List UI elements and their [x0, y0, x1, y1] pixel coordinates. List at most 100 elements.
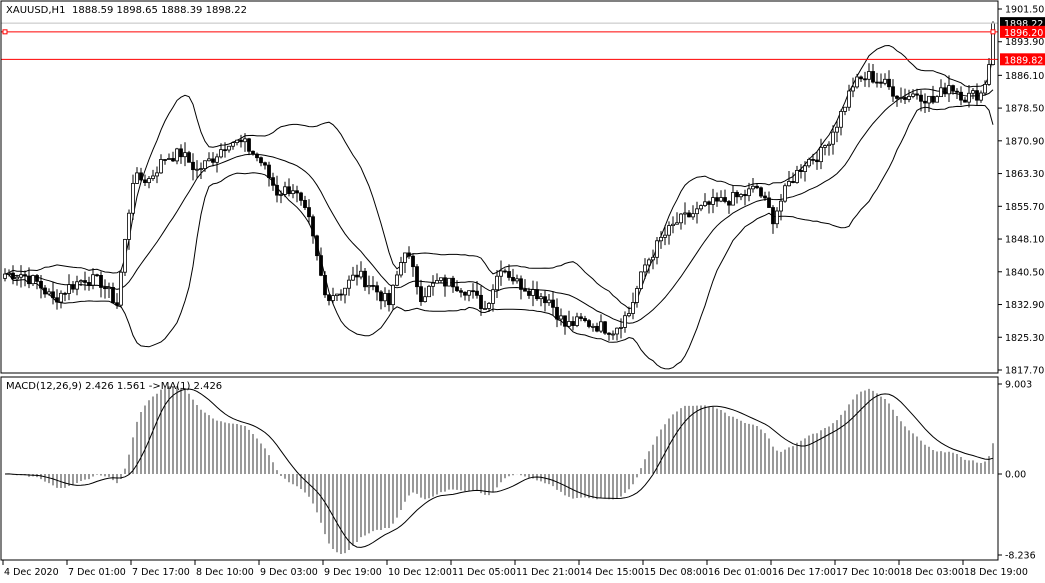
candle: [575, 316, 579, 326]
candle: [667, 225, 671, 236]
candle: [931, 95, 935, 103]
candle: [375, 285, 379, 293]
candle: [295, 190, 299, 194]
candle: [367, 285, 371, 288]
candle: [611, 333, 615, 336]
price-tick-label: 1825.30: [1005, 333, 1044, 344]
time-tick-label: 9 Dec 19:00: [324, 567, 382, 578]
candle: [451, 277, 455, 288]
candle: [115, 302, 119, 306]
candle: [651, 256, 655, 261]
candle: [703, 201, 707, 207]
time-tick-label: 16 Dec 01:00: [708, 567, 772, 578]
candle: [763, 195, 767, 199]
candle: [811, 159, 815, 161]
time-tick-label: 16 Dec 17:00: [772, 567, 836, 578]
candle: [419, 286, 423, 303]
candle: [155, 172, 159, 177]
candle: [279, 194, 283, 196]
price-panel[interactable]: [1, 21, 998, 370]
candle: [827, 143, 831, 146]
candle: [267, 164, 271, 179]
candle: [59, 292, 63, 303]
price-label-level-1: 1896.20: [1004, 28, 1043, 39]
candle: [187, 152, 191, 163]
candle: [139, 172, 143, 181]
symbol-timeframe: XAUUSD,H1: [6, 5, 65, 16]
price-label-box: [1000, 53, 1045, 66]
candle: [439, 277, 443, 281]
candle: [727, 201, 731, 206]
candle: [871, 71, 875, 83]
candle: [275, 184, 279, 196]
candle: [767, 197, 771, 208]
candle: [19, 274, 23, 278]
candle: [151, 175, 155, 179]
candle: [35, 275, 39, 282]
candle: [339, 293, 343, 296]
time-tick-label: 15 Dec 08:00: [644, 567, 708, 578]
candle: [199, 168, 203, 170]
candle: [551, 299, 555, 308]
candle: [623, 315, 627, 328]
candle: [459, 290, 463, 293]
candle: [23, 274, 27, 277]
candle: [259, 157, 263, 164]
candle: [303, 199, 307, 208]
macd-panel[interactable]: [4, 386, 994, 554]
price-tick-label: 1893.90: [1005, 37, 1044, 48]
candle: [307, 207, 311, 218]
candle: [975, 90, 979, 101]
candle: [503, 270, 507, 273]
candle: [135, 172, 139, 184]
candle: [963, 99, 967, 103]
candle: [563, 315, 567, 327]
candle: [859, 76, 863, 80]
candle: [967, 92, 971, 103]
candle: [55, 297, 59, 303]
candle: [855, 76, 859, 88]
price-tick-label: 1832.90: [1005, 300, 1044, 311]
candle: [351, 274, 355, 281]
candle: [511, 277, 515, 282]
macd-panel-frame: [0, 376, 999, 561]
time-tick-label: 11 Dec 05:00: [452, 567, 516, 578]
candle: [935, 96, 939, 103]
candle: [971, 90, 975, 94]
candle: [731, 192, 735, 206]
candle: [491, 289, 495, 304]
candle: [63, 292, 67, 295]
candle: [463, 291, 467, 296]
candle: [395, 274, 399, 286]
candle: [447, 277, 451, 287]
candle: [495, 275, 499, 291]
candle: [411, 255, 415, 268]
candle: [183, 152, 187, 158]
candle: [75, 281, 79, 290]
candle: [587, 320, 591, 327]
line-handle: [990, 29, 996, 35]
price-tick-label: 1886.10: [1005, 71, 1044, 82]
candle: [895, 95, 899, 99]
candle: [455, 286, 459, 292]
candle: [843, 106, 847, 112]
candle: [331, 295, 335, 301]
candle: [319, 255, 323, 276]
candle: [643, 264, 647, 273]
candle: [179, 148, 183, 158]
candle: [123, 239, 127, 273]
candle: [959, 91, 963, 101]
price-label-level-2: 1889.82: [1004, 55, 1043, 66]
candle: [951, 85, 955, 92]
candle: [739, 194, 743, 198]
candle: [467, 290, 471, 296]
candle: [627, 313, 631, 317]
candle: [487, 303, 491, 309]
candle: [839, 111, 843, 128]
candle: [391, 284, 395, 306]
candle: [195, 168, 199, 171]
candle: [547, 299, 551, 304]
candle: [291, 190, 295, 195]
candle: [335, 293, 339, 296]
